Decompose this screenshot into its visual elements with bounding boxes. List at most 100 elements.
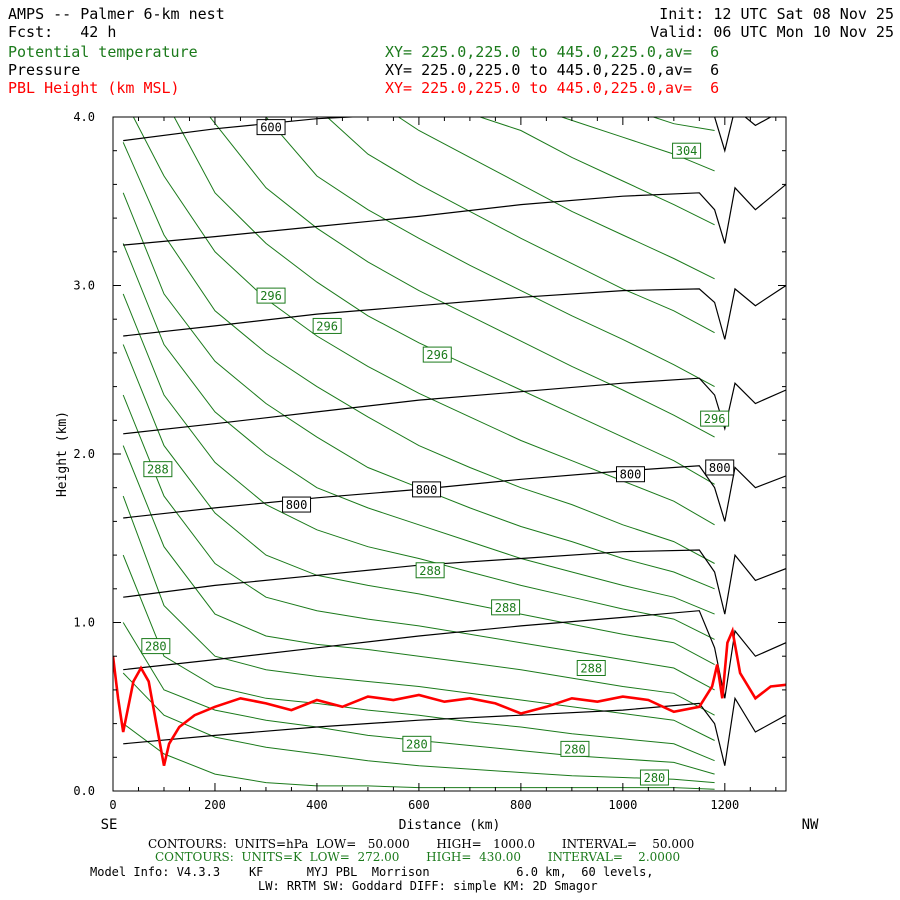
contour-label-box-6 — [256, 287, 286, 304]
field-name-pressure: Pressure — [8, 61, 81, 79]
contour-label-box-2 — [412, 481, 442, 498]
contour-label-box-13 — [576, 659, 606, 676]
theta-contour-9 — [122, 243, 715, 615]
y-tick-label-2: 2.0 — [73, 447, 95, 461]
footer-physics: LW: RRTM SW: Goddard DIFF: simple KM: 2D… — [258, 879, 598, 893]
contour-label-4: 800 — [709, 461, 731, 475]
x-end-label-left: SE — [101, 817, 118, 833]
pressure-contour-800 — [123, 549, 786, 615]
plot-frame — [112, 116, 787, 792]
contour-label-8: 296 — [426, 348, 448, 362]
contour-label-6: 296 — [260, 289, 282, 303]
plot-title: AMPS -- Palmer 6-km nest — [8, 5, 225, 23]
contour-label-box-15 — [402, 735, 432, 752]
contour-label-box-5 — [672, 142, 702, 159]
contour-label-box-8 — [422, 346, 452, 363]
theta-contours — [122, 117, 715, 790]
contour-label-box-17 — [639, 769, 669, 786]
theta-contour-7 — [122, 344, 715, 666]
contour-label-2: 800 — [416, 483, 438, 497]
contour-label-box-3 — [615, 466, 645, 483]
contour-label-box-14 — [141, 638, 171, 655]
x-tick-label-5: 1000 — [608, 798, 637, 812]
footer-model-info: Model Info: V4.3.3 KF MYJ PBL Morrison 6… — [90, 865, 654, 879]
contour-label-3: 800 — [620, 468, 642, 482]
theta-contour-6 — [122, 394, 715, 691]
contour-label-16: 280 — [564, 742, 586, 756]
pressure-contour-650 — [123, 284, 786, 340]
contour-label-box-1 — [282, 496, 312, 513]
pressure-contour-600 — [123, 183, 786, 246]
contour-label-0: 600 — [260, 121, 282, 135]
x-axis-label: Distance (km) — [399, 818, 501, 833]
x-tick-label-1: 200 — [204, 798, 226, 812]
valid-time: Valid: 06 UTC Mon 10 Nov 25 — [650, 23, 894, 41]
theta-contour-13 — [173, 117, 715, 485]
theta-contour-4 — [122, 495, 715, 741]
x-end-label-right: NW — [802, 817, 819, 833]
contour-label-15: 280 — [406, 737, 428, 751]
contour-label-box-10 — [143, 461, 173, 478]
contour-label-7: 296 — [316, 319, 338, 333]
contour-label-box-0 — [256, 119, 286, 136]
theta-contour-10 — [122, 192, 715, 590]
y-tick-label-3: 3.0 — [73, 279, 95, 293]
theta-contour-3 — [122, 554, 715, 762]
pressure-contour-850 — [123, 610, 786, 699]
contour-label-5: 304 — [676, 144, 698, 158]
pressure-contour-550 — [123, 117, 772, 153]
pressure-contour-700 — [123, 377, 786, 435]
theta-contour-16 — [326, 117, 715, 334]
theta-contour-1 — [122, 672, 715, 784]
contour-label-11: 288 — [419, 564, 441, 578]
x-tick-label-2: 400 — [306, 798, 328, 812]
contour-label-box-16 — [560, 740, 590, 757]
footer-contours-pressure: CONTOURS: UNITS=hPa LOW= 50.000 HIGH= 10… — [148, 837, 695, 851]
contour-label-box-7 — [312, 317, 342, 334]
theta-contour-17 — [398, 117, 715, 280]
pressure-contour-750 — [123, 465, 786, 522]
y-axis-label: Height (km) — [55, 411, 70, 497]
contour-labels: 600 800 800 800 800 304 296 296 296 296 288 288 288 2… — [141, 119, 735, 786]
field-name-theta: Potential temperature — [8, 43, 198, 61]
footer-contours-theta: CONTOURS: UNITS=K LOW= 272.00 HIGH= 430.… — [155, 850, 681, 864]
theta-contour-11 — [122, 142, 715, 564]
theta-contour-15 — [265, 117, 715, 388]
theta-contour-18 — [479, 117, 715, 226]
pbl-height-line — [113, 626, 786, 766]
contour-label-box-4 — [705, 459, 735, 476]
contour-label-17: 280 — [644, 771, 666, 785]
contour-label-box-11 — [415, 562, 445, 579]
theta-contour-8 — [122, 293, 715, 640]
field-xy-pbl: XY= 225.0,225.0 to 445.0,225.0,av= 6 — [385, 79, 720, 97]
contour-label-9: 296 — [704, 412, 726, 426]
contour-label-box-12 — [491, 599, 521, 616]
x-tick-label-4: 800 — [510, 798, 532, 812]
pbl-height-series — [113, 626, 786, 766]
y-tick-label-1: 1.0 — [73, 616, 95, 630]
contour-label-12: 288 — [495, 601, 517, 615]
x-tick-label-6: 1200 — [710, 798, 739, 812]
field-name-pbl: PBL Height (km MSL) — [8, 79, 180, 97]
x-tick-label-0: 0 — [109, 798, 116, 812]
theta-contour-20 — [653, 117, 715, 131]
y-tick-label-4: 4.0 — [73, 110, 95, 124]
contour-label-10: 288 — [147, 463, 169, 477]
contour-label-14: 280 — [145, 640, 167, 654]
contour-label-13: 288 — [580, 661, 602, 675]
forecast-hour: Fcst: 42 h — [8, 23, 117, 41]
theta-contour-19 — [561, 117, 715, 172]
x-tick-label-3: 600 — [408, 798, 430, 812]
theta-contour-12 — [132, 117, 715, 526]
contour-label-1: 800 — [286, 498, 308, 512]
field-xy-pressure: XY= 225.0,225.0 to 445.0,225.0,av= 6 — [385, 61, 720, 79]
axes: 0 200 400 600 800 1000 1200 0.0 1.0 2.0 3.0 4.0 Dist… — [55, 110, 819, 833]
init-time: Init: 12 UTC Sat 08 Nov 25 — [659, 5, 894, 23]
theta-contour-0 — [122, 723, 715, 790]
theta-contour-14 — [209, 117, 715, 438]
y-tick-label-0: 0.0 — [73, 784, 95, 798]
field-xy-theta: XY= 225.0,225.0 to 445.0,225.0,av= 6 — [385, 43, 720, 61]
contour-label-box-9 — [700, 410, 730, 427]
theta-contour-5 — [122, 445, 715, 716]
